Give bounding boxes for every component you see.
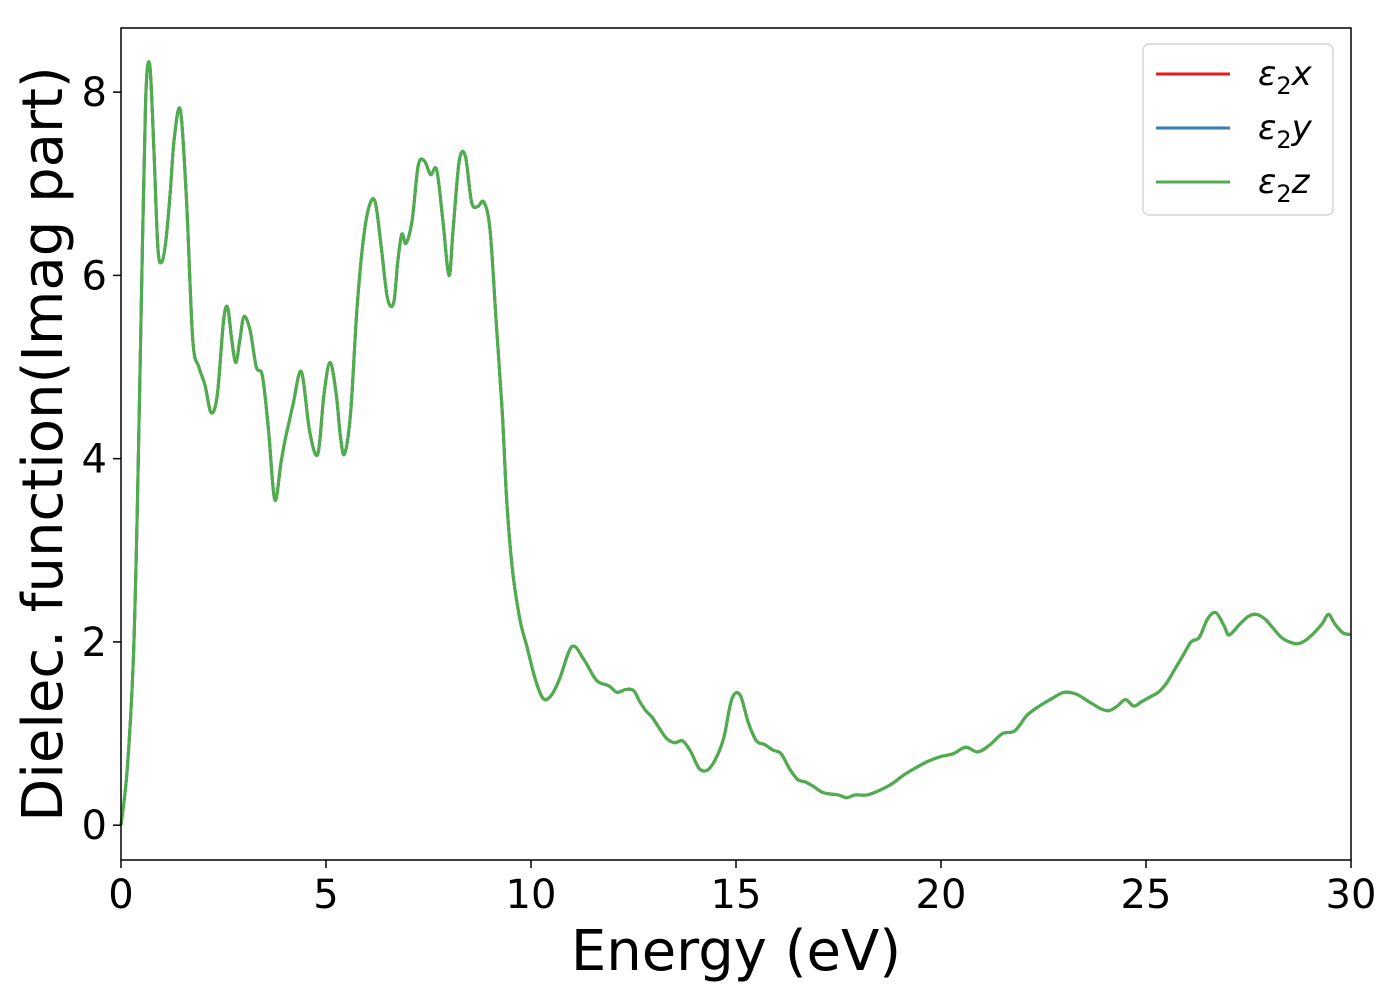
series-line-z bbox=[119, 60, 1352, 826]
y-tick-label: 2 bbox=[82, 620, 107, 666]
x-tick-label: 5 bbox=[313, 872, 338, 918]
legend: ε2x ε2y ε2z bbox=[1142, 43, 1334, 216]
legend-box bbox=[1142, 43, 1334, 216]
x-tick-label: 20 bbox=[916, 872, 967, 918]
x-tick-label: 15 bbox=[711, 872, 762, 918]
y-tick-label: 4 bbox=[82, 437, 107, 483]
y-tick-label: 6 bbox=[82, 253, 107, 299]
x-tick-label: 0 bbox=[108, 872, 133, 918]
legend-label-x: ε2x bbox=[1258, 54, 1313, 100]
y-tick-label: 8 bbox=[82, 70, 107, 116]
x-tick-label: 10 bbox=[506, 872, 557, 918]
y-tick-label: 0 bbox=[82, 803, 107, 849]
y-axis-title: Dielec. function(Imag part) bbox=[11, 66, 76, 822]
series-layer bbox=[119, 60, 1352, 826]
y-axis: 0 2 4 6 8 bbox=[82, 70, 121, 849]
x-axis: 0 5 10 15 20 25 30 bbox=[108, 860, 1376, 918]
legend-label-y: ε2y bbox=[1258, 108, 1313, 154]
x-tick-label: 25 bbox=[1121, 872, 1172, 918]
x-axis-title: Energy (eV) bbox=[571, 919, 901, 984]
x-tick-label: 30 bbox=[1326, 872, 1377, 918]
legend-label-z: ε2z bbox=[1258, 162, 1311, 208]
